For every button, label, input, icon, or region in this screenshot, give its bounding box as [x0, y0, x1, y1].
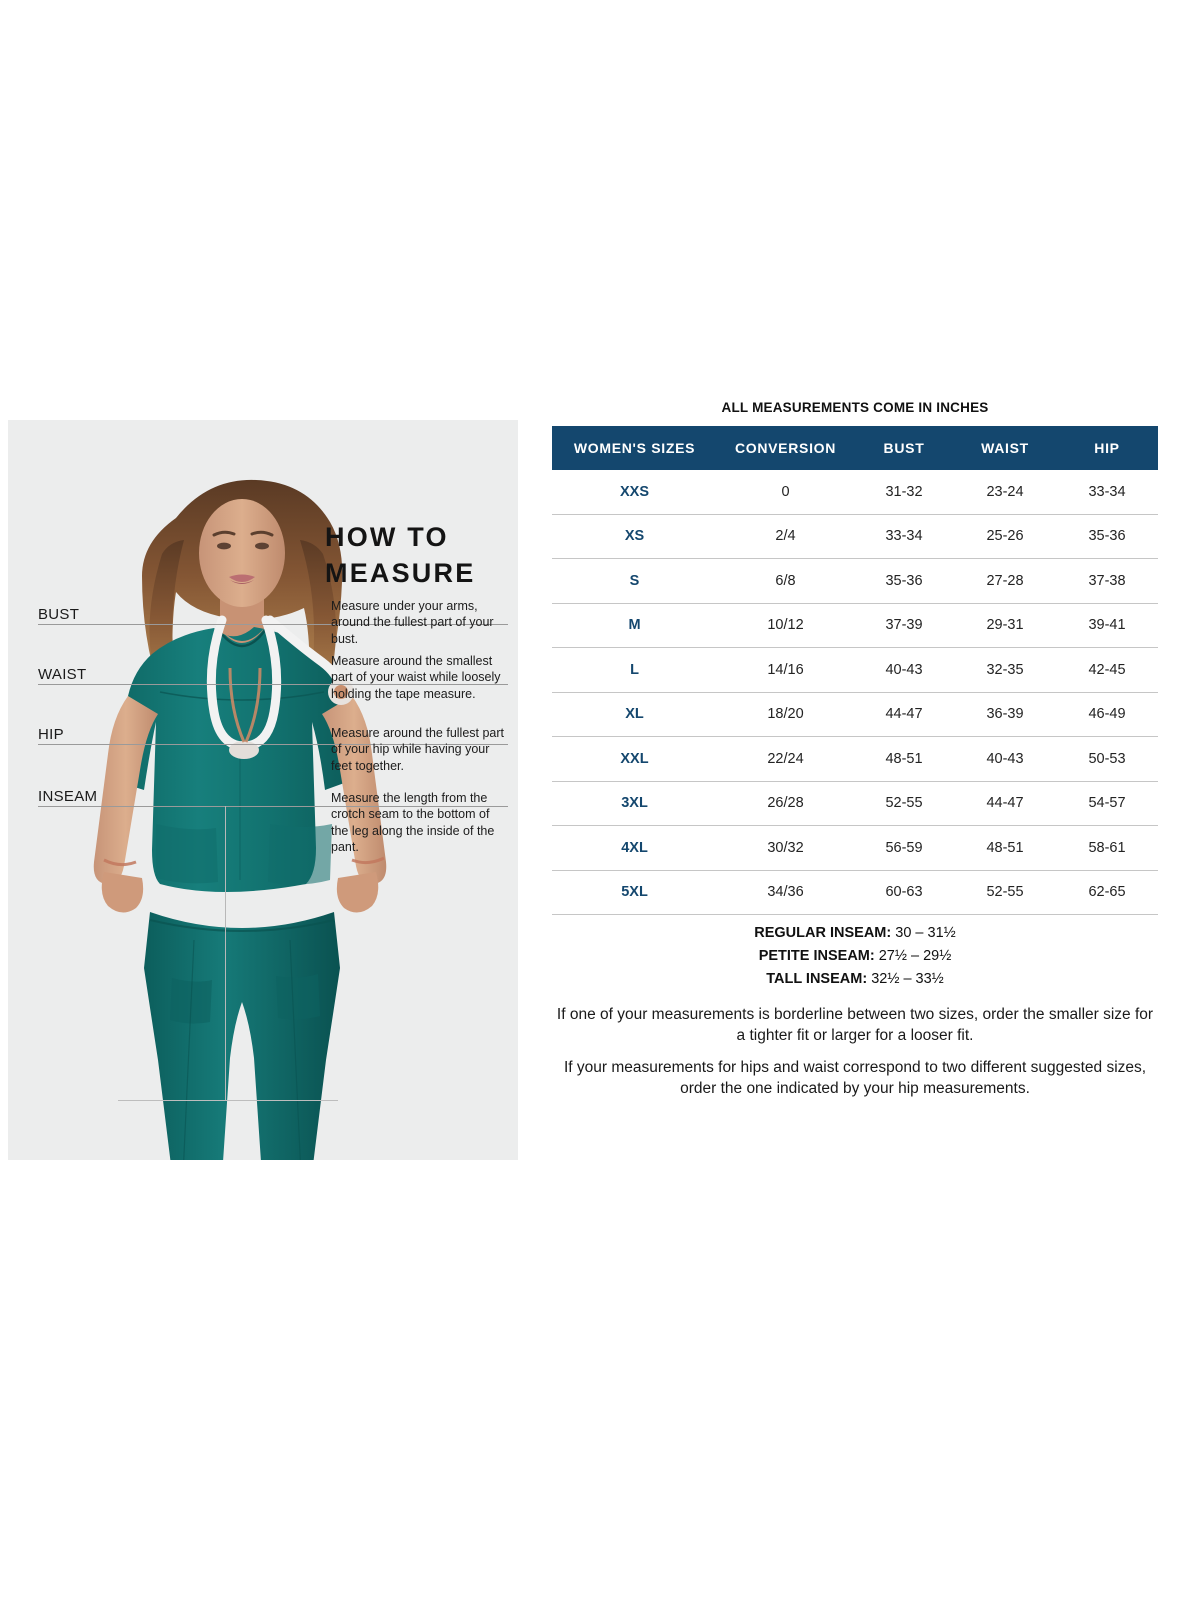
instruction-waist: Measure around the smallest part of your…: [331, 654, 501, 701]
size-label-cell: XS: [552, 514, 717, 559]
table-row: XXL 22/24 48-51 40-43 50-53: [552, 736, 1158, 782]
measurement-cell: 31-32: [854, 470, 954, 515]
measurement-cell: 26/28: [717, 781, 854, 826]
tall-inseam-value: 32½ – 33½: [871, 971, 944, 987]
regular-inseam-value: 30 – 31½: [895, 925, 956, 941]
measurement-cell: 10/12: [717, 603, 854, 648]
measurement-cell: 23-24: [954, 470, 1056, 515]
measurement-label-inseam: INSEAM: [38, 788, 98, 805]
how-to-measure-panel: BUST WAIST HIP INSEAM: [8, 420, 518, 1160]
heading-line-1: HOW TO: [325, 522, 449, 552]
measurement-cell: 50-53: [1056, 736, 1158, 782]
table-row: XL 18/20 44-47 36-39 46-49: [552, 692, 1158, 737]
inseam-vertical-line: [225, 806, 226, 1100]
measurement-cell: 62-65: [1056, 870, 1158, 915]
sizing-note-borderline: If one of your measurements is borderlin…: [556, 1006, 1154, 1044]
column-header-waist: WAIST: [954, 426, 1056, 470]
tall-inseam-line: TALL INSEAM: 32½ – 33½: [552, 971, 1158, 987]
measurement-cell: 46-49: [1056, 692, 1158, 737]
petite-inseam-label: PETITE INSEAM:: [758, 948, 875, 964]
measurement-cell: 35-36: [1056, 514, 1158, 559]
measurement-cell: 32-35: [954, 647, 1056, 693]
measurement-cell: 58-61: [1056, 825, 1158, 871]
sizing-note-hip-priority: If your measurements for hips and waist …: [563, 1059, 1147, 1097]
size-label-cell: XXL: [552, 736, 717, 782]
size-label-cell: 4XL: [552, 825, 717, 871]
how-to-measure-heading: HOW TO MEASURE: [325, 520, 505, 591]
size-label-cell: 3XL: [552, 781, 717, 826]
measurement-cell: 42-45: [1056, 647, 1158, 693]
tall-inseam-label: TALL INSEAM:: [766, 971, 868, 987]
measurement-cell: 14/16: [717, 647, 854, 693]
table-header-row: WOMEN'S SIZES CONVERSION BUST WAIST HIP: [552, 426, 1158, 470]
column-header-hip: HIP: [1056, 426, 1158, 470]
measurement-cell: 48-51: [954, 825, 1056, 871]
measurement-cell: 36-39: [954, 692, 1056, 737]
regular-inseam-label: REGULAR INSEAM:: [754, 925, 892, 941]
measurement-cell: 30/32: [717, 825, 854, 871]
instruction-hip: Measure around the fullest part of your …: [331, 726, 505, 773]
inseam-guide-line: [38, 806, 508, 807]
column-header-womens-sizes: WOMEN'S SIZES: [552, 426, 717, 470]
measurement-cell: 29-31: [954, 603, 1056, 648]
regular-inseam-line: REGULAR INSEAM: 30 – 31½: [552, 925, 1158, 941]
measurement-cell: 54-57: [1056, 781, 1158, 826]
waist-guide-line: [38, 684, 508, 685]
table-row: 4XL 30/32 56-59 48-51 58-61: [552, 825, 1158, 871]
measurement-cell: 48-51: [854, 736, 954, 782]
hip-guide-line: [38, 744, 508, 745]
column-header-bust: BUST: [854, 426, 954, 470]
column-header-conversion: CONVERSION: [717, 426, 854, 470]
measurement-cell: 33-34: [854, 514, 954, 559]
table-title: ALL MEASUREMENTS COME IN INCHES: [721, 400, 989, 415]
size-label-cell: L: [552, 647, 717, 693]
size-label-cell: XL: [552, 692, 717, 737]
measurement-label-waist: WAIST: [38, 666, 87, 683]
size-label-cell: 5XL: [552, 870, 717, 915]
petite-inseam-line: PETITE INSEAM: 27½ – 29½: [552, 948, 1158, 964]
measurement-label-hip: HIP: [38, 726, 64, 743]
instruction-inseam: Measure the length from the crotch seam …: [331, 791, 495, 854]
measurement-cell: 35-36: [854, 558, 954, 604]
table-row: S 6/8 35-36 27-28 37-38: [552, 558, 1158, 604]
measurement-cell: 34/36: [717, 870, 854, 915]
table-row: XXS 0 31-32 23-24 33-34: [552, 470, 1158, 515]
measurement-cell: 27-28: [954, 558, 1056, 604]
inseam-bottom-line: [118, 1100, 338, 1101]
size-label-cell: M: [552, 603, 717, 648]
measurement-cell: 40-43: [854, 647, 954, 693]
table-row: 3XL 26/28 52-55 44-47 54-57: [552, 781, 1158, 826]
measurement-cell: 56-59: [854, 825, 954, 871]
size-label-cell: XXS: [552, 470, 717, 515]
size-chart-table: WOMEN'S SIZES CONVERSION BUST WAIST HIP …: [552, 426, 1158, 915]
measurement-cell: 52-55: [854, 781, 954, 826]
measurement-cell: 0: [717, 470, 854, 515]
table-row: L 14/16 40-43 32-35 42-45: [552, 647, 1158, 693]
measurement-cell: 39-41: [1056, 603, 1158, 648]
size-label-cell: S: [552, 558, 717, 604]
measurement-cell: 52-55: [954, 870, 1056, 915]
measurement-cell: 44-47: [854, 692, 954, 737]
measurement-cell: 37-38: [1056, 558, 1158, 604]
measurement-cell: 40-43: [954, 736, 1056, 782]
measurement-cell: 37-39: [854, 603, 954, 648]
bust-guide-line: [38, 624, 508, 625]
heading-line-2: MEASURE: [325, 557, 476, 588]
petite-inseam-value: 27½ – 29½: [878, 948, 952, 964]
table-row: M 10/12 37-39 29-31 39-41: [552, 603, 1158, 648]
table-row: XS 2/4 33-34 25-26 35-36: [552, 514, 1158, 559]
measurement-label-bust: BUST: [38, 606, 80, 623]
measurement-cell: 6/8: [717, 558, 854, 604]
measurement-cell: 2/4: [717, 514, 854, 559]
measurement-cell: 33-34: [1056, 470, 1158, 515]
instruction-bust: Measure under your arms, around the full…: [331, 599, 494, 646]
measurement-cell: 44-47: [954, 781, 1056, 826]
table-row: 5XL 34/36 60-63 52-55 62-65: [552, 870, 1158, 915]
measurement-cell: 22/24: [717, 736, 854, 782]
model-photo-illustration: [93, 479, 387, 1160]
measurement-cell: 18/20: [717, 692, 854, 737]
measurement-cell: 60-63: [854, 870, 954, 915]
measurement-cell: 25-26: [954, 514, 1056, 559]
